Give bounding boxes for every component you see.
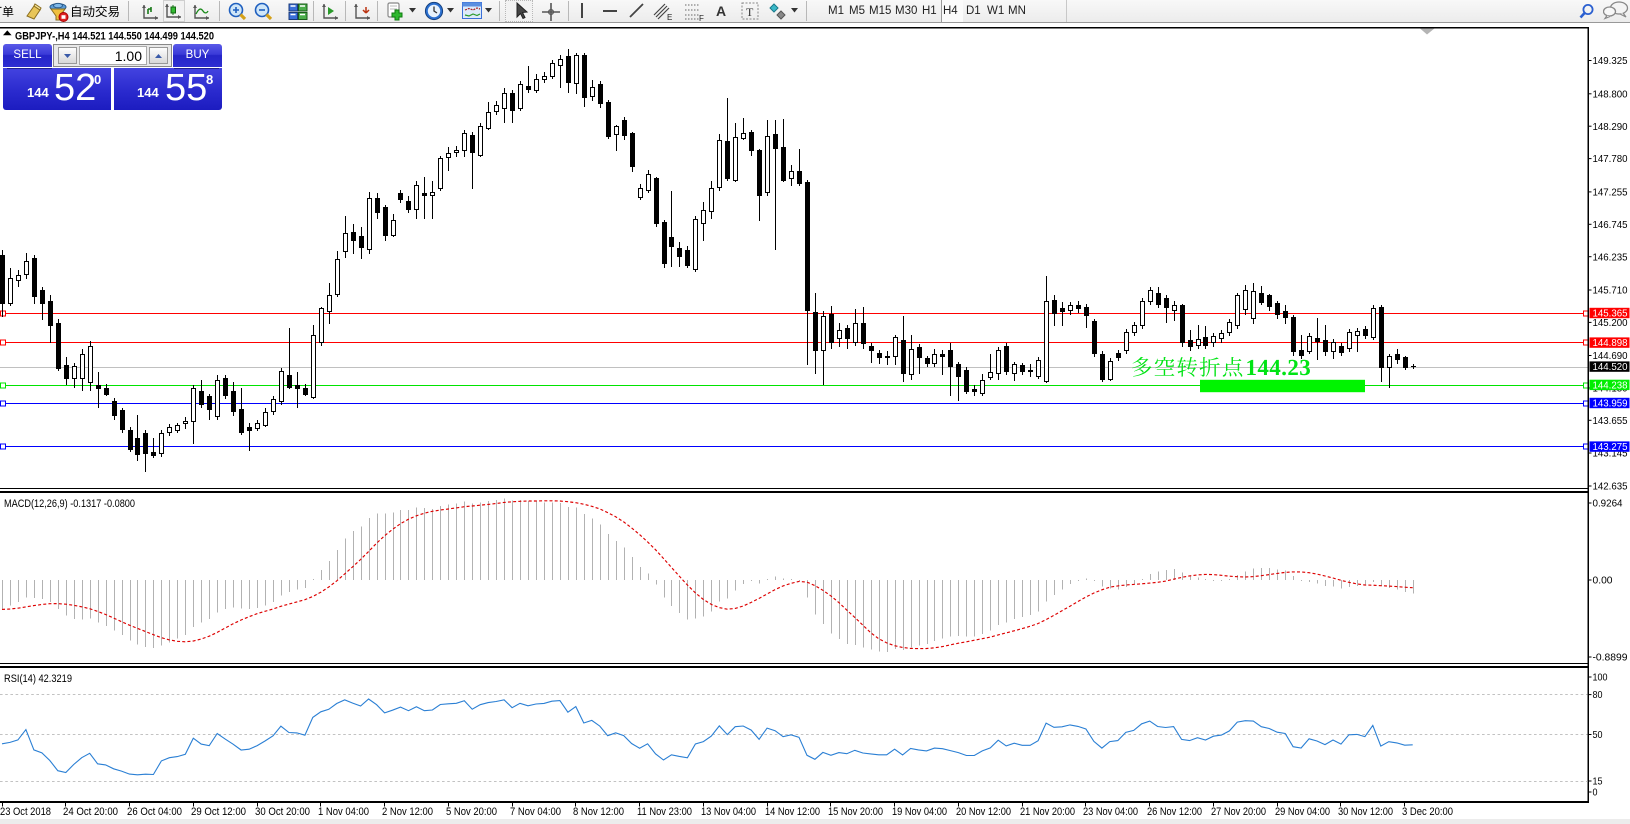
svg-text:11 Nov 23:00: 11 Nov 23:00 [637, 806, 692, 818]
svg-text:26 Nov 12:00: 26 Nov 12:00 [1147, 806, 1202, 818]
svg-text:145.365: 145.365 [1593, 309, 1628, 320]
svg-text:27 Nov 20:00: 27 Nov 20:00 [1211, 806, 1266, 818]
svg-text:144.520: 144.520 [1593, 362, 1628, 373]
svg-text:-0.8899: -0.8899 [1593, 653, 1628, 664]
svg-text:E: E [667, 13, 672, 22]
svg-text:144.690: 144.690 [1593, 351, 1628, 362]
svg-text:23 Oct 2018: 23 Oct 2018 [0, 806, 51, 818]
svg-text:14 Nov 12:00: 14 Nov 12:00 [765, 806, 820, 818]
svg-text:MACD(12,26,9) -0.1317 -0.0800: MACD(12,26,9) -0.1317 -0.0800 [4, 498, 135, 510]
svg-text:146.235: 146.235 [1593, 252, 1628, 263]
svg-text:30 Nov 12:00: 30 Nov 12:00 [1338, 806, 1393, 818]
svg-text:13 Nov 04:00: 13 Nov 04:00 [701, 806, 756, 818]
svg-text:29 Oct 12:00: 29 Oct 12:00 [191, 806, 246, 818]
svg-text:21 Nov 20:00: 21 Nov 20:00 [1020, 806, 1075, 818]
svg-text:24 Oct 20:00: 24 Oct 20:00 [63, 806, 118, 818]
svg-text:30 Oct 20:00: 30 Oct 20:00 [255, 806, 310, 818]
svg-text:RSI(14) 42.3219: RSI(14) 42.3219 [4, 673, 72, 685]
svg-text:1 Nov 04:00: 1 Nov 04:00 [318, 806, 369, 818]
svg-text:15 Nov 20:00: 15 Nov 20:00 [828, 806, 883, 818]
svg-text:144.238: 144.238 [1593, 381, 1628, 392]
svg-text:26 Oct 04:00: 26 Oct 04:00 [127, 806, 182, 818]
svg-text:8 Nov 12:00: 8 Nov 12:00 [573, 806, 624, 818]
svg-text:143.959: 143.959 [1593, 399, 1628, 410]
svg-text:5 Nov 20:00: 5 Nov 20:00 [446, 806, 497, 818]
svg-text:23 Nov 04:00: 23 Nov 04:00 [1083, 806, 1138, 818]
svg-text:T: T [746, 5, 754, 19]
svg-text:0.9264: 0.9264 [1593, 499, 1623, 510]
svg-text:144.898: 144.898 [1593, 338, 1628, 349]
svg-text:100: 100 [1593, 673, 1608, 684]
svg-text:149.325: 149.325 [1593, 56, 1628, 67]
svg-text:2 Nov 12:00: 2 Nov 12:00 [382, 806, 433, 818]
svg-text:142.635: 142.635 [1593, 482, 1628, 493]
svg-text:148.800: 148.800 [1593, 89, 1628, 100]
svg-text:29 Nov 04:00: 29 Nov 04:00 [1275, 806, 1330, 818]
svg-text:80: 80 [1593, 690, 1603, 701]
svg-text:147.780: 147.780 [1593, 154, 1628, 165]
svg-text:0.00: 0.00 [1593, 576, 1613, 587]
svg-text:148.290: 148.290 [1593, 122, 1628, 133]
svg-text:7 Nov 04:00: 7 Nov 04:00 [510, 806, 561, 818]
svg-text:147.255: 147.255 [1593, 188, 1628, 199]
svg-text:15: 15 [1593, 777, 1603, 788]
svg-text:143.655: 143.655 [1593, 416, 1628, 427]
svg-text:145.710: 145.710 [1593, 286, 1628, 297]
svg-text:50: 50 [1593, 730, 1603, 741]
svg-text:20 Nov 12:00: 20 Nov 12:00 [956, 806, 1011, 818]
svg-text:19 Nov 04:00: 19 Nov 04:00 [892, 806, 947, 818]
svg-text:143.145: 143.145 [1593, 449, 1628, 460]
svg-text:143.275: 143.275 [1593, 442, 1628, 453]
svg-text:F: F [699, 14, 704, 22]
svg-text:GBPJPY-,H4 144.521 144.550 14: GBPJPY-,H4 144.521 144.550 144.499 144.5… [15, 31, 214, 43]
svg-text:3 Dec 20:00: 3 Dec 20:00 [1402, 806, 1453, 818]
svg-text:145.200: 145.200 [1593, 318, 1628, 329]
svg-text:0: 0 [1593, 788, 1598, 799]
svg-text:146.745: 146.745 [1593, 220, 1628, 231]
